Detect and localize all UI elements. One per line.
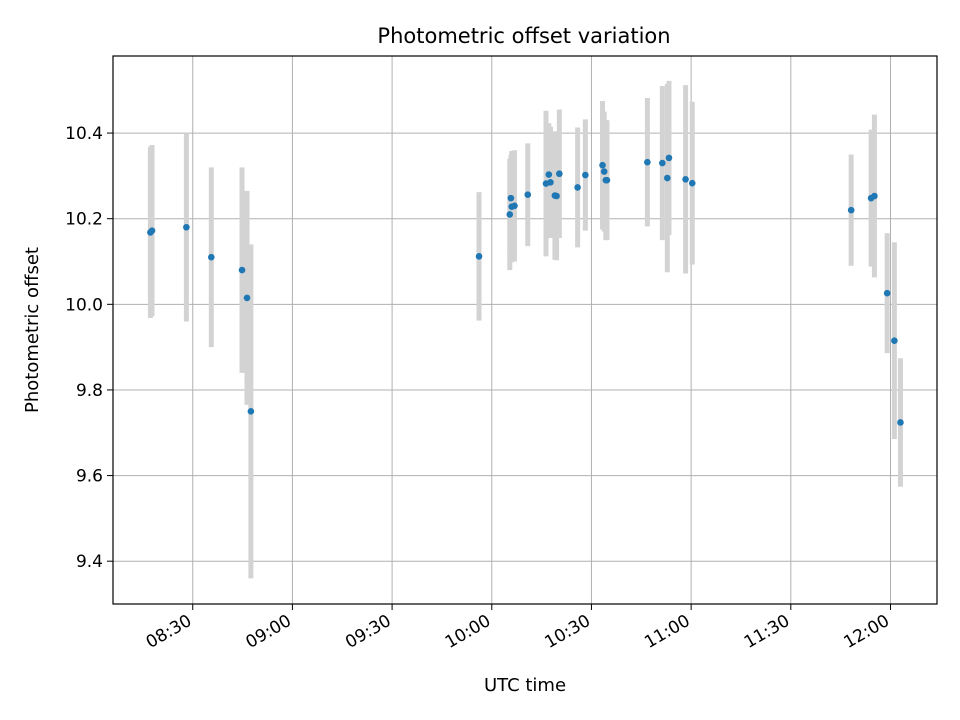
data-point <box>243 294 251 302</box>
y-tick-label: 10.4 <box>65 124 103 144</box>
x-tick-label: 09:30 <box>342 611 394 653</box>
x-tick-label: 12:00 <box>841 611 893 653</box>
y-axis-ticks: 9.4 9.6 9.8 10.0 10.2 10.4 <box>65 124 113 572</box>
data-point <box>891 337 898 345</box>
data-point <box>871 192 878 200</box>
data-point <box>475 253 483 260</box>
data-point <box>247 408 255 415</box>
data-point <box>688 179 696 187</box>
data-point <box>547 178 554 186</box>
x-tick-label: 09:00 <box>242 611 294 653</box>
data-point <box>603 176 611 184</box>
x-tick-label: 10:00 <box>442 611 494 653</box>
data-point <box>207 253 215 261</box>
data-point <box>545 171 553 178</box>
data-point <box>599 161 606 169</box>
y-tick-label: 9.8 <box>76 381 103 401</box>
plot-area-frame <box>112 55 938 605</box>
data-points <box>147 154 904 426</box>
y-axis-label: Photometric offset <box>22 247 43 413</box>
x-tick-label: 08:30 <box>143 611 195 653</box>
data-point <box>682 176 689 183</box>
data-point <box>511 202 518 210</box>
data-point <box>506 211 514 218</box>
data-point <box>582 171 589 179</box>
data-point <box>553 192 560 200</box>
data-point <box>664 174 671 182</box>
data-point <box>847 206 855 214</box>
y-tick-label: 9.4 <box>76 552 103 572</box>
x-tick-label: 10:30 <box>542 611 594 653</box>
chart-title: Photometric offset variation <box>377 24 670 48</box>
data-point <box>897 419 904 426</box>
x-axis-label: UTC time <box>484 675 566 696</box>
grid-lines <box>113 56 937 604</box>
data-point <box>644 158 651 166</box>
data-point <box>507 194 515 202</box>
x-tick-label: 11:30 <box>741 611 793 653</box>
y-tick-label: 10.2 <box>65 210 103 230</box>
data-point <box>883 289 891 297</box>
data-point <box>238 266 246 274</box>
data-point <box>600 168 608 175</box>
data-point <box>659 159 666 167</box>
y-tick-label: 9.6 <box>76 467 103 487</box>
error-bars <box>147 80 903 579</box>
data-point <box>556 170 563 178</box>
x-tick-label: 11:00 <box>641 611 693 653</box>
data-point <box>183 223 190 231</box>
data-point <box>574 184 581 191</box>
data-point <box>524 191 532 199</box>
data-point <box>665 154 673 162</box>
y-tick-label: 10.0 <box>65 295 103 315</box>
x-axis-ticks: 08:30 09:00 09:30 10:00 10:30 11:00 11:30 12:00 <box>143 604 893 653</box>
data-point <box>148 227 156 234</box>
